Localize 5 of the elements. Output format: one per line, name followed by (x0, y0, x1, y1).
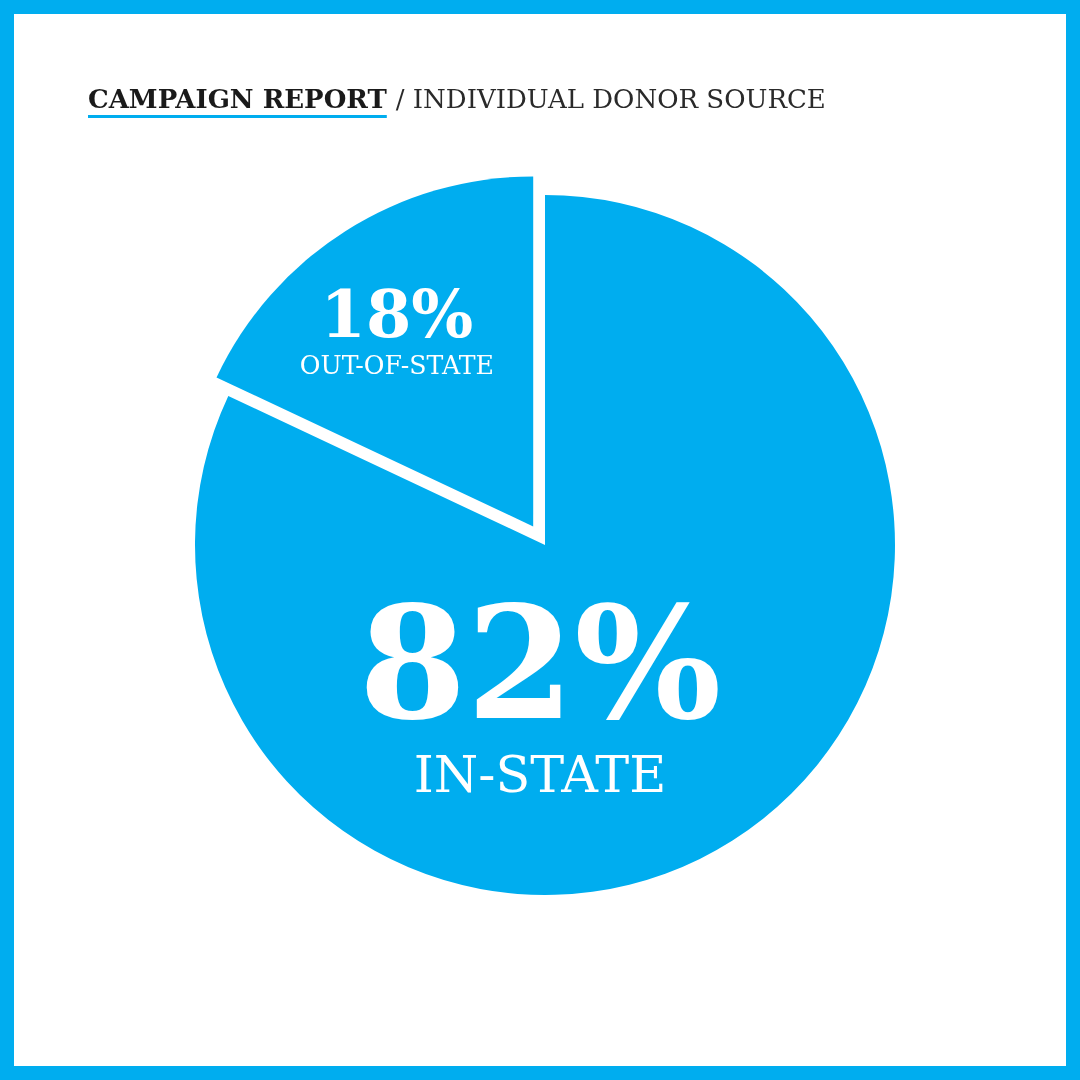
chart-title: CAMPAIGN REPORT (88, 84, 387, 114)
slice-label: OUT-OF-STATE (299, 350, 494, 380)
slice-label: IN-STATE (413, 744, 667, 804)
data-label: 18% (320, 276, 474, 353)
chart-subtitle: / INDIVIDUAL DONOR SOURCE (395, 84, 826, 114)
